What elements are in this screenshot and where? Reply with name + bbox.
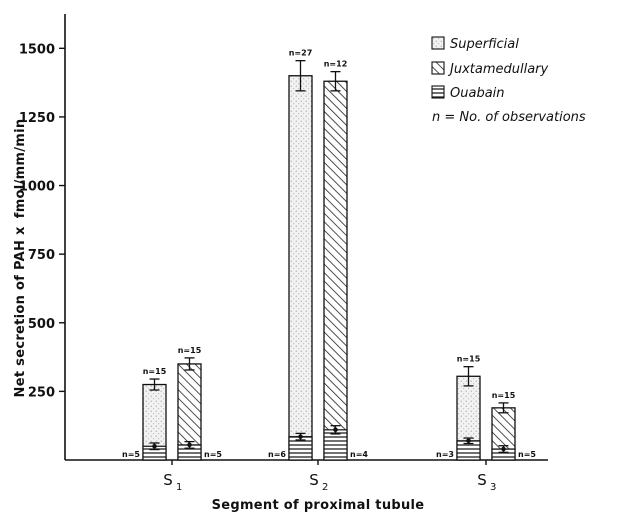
y-axis-title: Net secretion of PAH x fmol/mm/min	[13, 119, 28, 398]
ouabain-n-label-juxtamedullary-3: n=5	[518, 450, 536, 459]
y-tick-label: 500	[28, 317, 55, 332]
y-axis-title-part2: fmol/mm/min	[13, 119, 28, 219]
y-ticks: 250 500 750 1000 1250 1500	[19, 42, 65, 400]
x-category-label: S	[309, 471, 319, 489]
n-label-superficial-1: n=15	[143, 367, 167, 376]
x-category-subscript: 1	[176, 482, 182, 493]
error-bar-juxtamedullary-3	[498, 402, 509, 414]
n-label-superficial-3: n=15	[457, 355, 481, 364]
ouabain-mean-dot-juxtamedullary-3	[501, 446, 506, 452]
y-tick-label: 1500	[19, 42, 55, 57]
y-tick-label: 1000	[19, 180, 55, 195]
ouabain-mean-dot-juxtamedullary-1	[187, 442, 192, 448]
legend-swatch-ouabain	[431, 85, 445, 99]
n-label-juxtamedullary-1: n=15	[178, 346, 202, 355]
x-category-label: S	[477, 471, 487, 489]
x-category-subscript: 3	[490, 482, 496, 493]
x-category-subscript: 2	[322, 482, 328, 493]
n-label-juxtamedullary-3: n=15	[492, 391, 516, 400]
legend-label-ouabain: Ouabain	[450, 86, 505, 101]
error-bar-superficial-1	[149, 378, 160, 391]
error-bar-superficial-2	[295, 60, 306, 92]
error-bar-juxtamedullary-1	[184, 357, 195, 371]
legend-swatch-juxtamedullary	[431, 61, 445, 75]
ouabain-mean-dot-superficial-2	[298, 434, 303, 439]
error-bar-superficial-3	[463, 366, 474, 387]
bar-juxtamedullary-2	[323, 80, 348, 461]
ouabain-n-label-superficial-1: n=5	[122, 450, 140, 459]
ouabain-mean-dot-juxtamedullary-2	[333, 427, 338, 433]
legend-label-superficial: Superficial	[450, 37, 519, 52]
legend-label-n-definition: n = No. of observations	[432, 110, 586, 125]
x-axis-title: Segment of proximal tubule	[212, 498, 425, 513]
ouabain-mean-dot-superficial-3	[466, 438, 471, 444]
ouabain-n-label-superficial-3: n=3	[436, 450, 454, 459]
n-label-superficial-2: n=27	[289, 49, 313, 58]
ouabain-n-label-juxtamedullary-2: n=4	[350, 450, 368, 459]
ouabain-mean-dot-superficial-1	[152, 443, 157, 449]
bars: n=15 n=5 n=27 n=6 n=15 n=3 n=15 n=5 n=12 n=4 n=15 n…	[122, 49, 536, 461]
n-label-juxtamedullary-2: n=12	[324, 60, 348, 69]
y-tick-label: 1250	[19, 111, 55, 126]
y-tick-label: 250	[28, 385, 55, 400]
y-tick-label: 750	[28, 248, 55, 263]
legend-swatch-superficial	[431, 36, 445, 50]
error-bar-juxtamedullary-2	[330, 70, 341, 92]
bar-superficial-2	[288, 75, 313, 461]
y-axis-title-part1: Net secretion of PAH x	[13, 226, 28, 398]
legend-label-juxtamedullary: Juxtamedullary	[447, 62, 549, 77]
ouabain-n-label-superficial-2: n=6	[268, 450, 286, 459]
x-category-label: S	[163, 471, 173, 489]
legend: Superficial Juxtamedullary Ouabain n = N…	[431, 36, 586, 125]
ouabain-n-label-juxtamedullary-1: n=5	[204, 450, 222, 459]
